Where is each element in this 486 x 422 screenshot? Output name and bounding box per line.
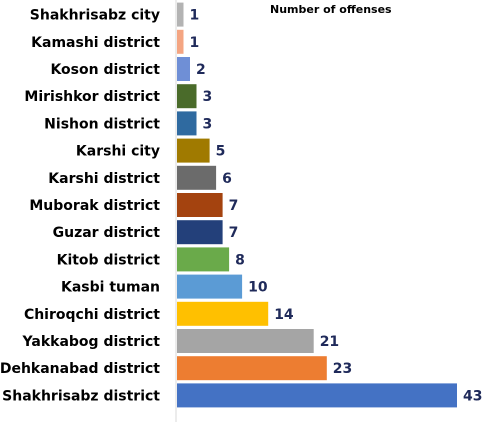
value-label-15: 43	[463, 388, 482, 404]
category-label-5: Nishon district	[44, 116, 160, 132]
category-label-6: Karshi city	[76, 144, 160, 160]
value-label-6: 5	[216, 144, 226, 160]
category-label-14: Dehkanabad district	[0, 361, 160, 377]
category-label-4: Mirishkor district	[24, 89, 160, 105]
value-label-1: 1	[190, 8, 200, 24]
bars-group	[177, 2, 457, 408]
category-label-7: Karshi district	[48, 171, 160, 187]
bar-9	[177, 220, 223, 245]
bar-11	[177, 274, 243, 299]
category-label-13: Yakkabog district	[22, 334, 161, 350]
value-label-9: 7	[229, 225, 239, 241]
category-label-2: Kamashi district	[31, 35, 160, 51]
bar-13	[177, 329, 314, 353]
bar-8	[177, 193, 223, 217]
category-label-9: Guzar district	[53, 225, 161, 241]
value-label-8: 7	[229, 198, 239, 214]
bar-4	[177, 84, 197, 109]
value-label-10: 8	[235, 252, 245, 268]
bar-1	[177, 2, 184, 27]
bar-5	[177, 111, 197, 136]
value-label-11: 10	[248, 280, 268, 296]
category-label-15: Shakhrisabz district	[2, 388, 160, 404]
bar-6	[177, 138, 210, 163]
bar-2	[177, 29, 184, 54]
value-label-4: 3	[203, 89, 213, 105]
value-label-13: 21	[320, 334, 339, 350]
category-label-12: Chiroqchi district	[24, 307, 160, 323]
value-label-14: 23	[333, 361, 352, 377]
value-label-7: 6	[222, 171, 232, 187]
bar-15	[177, 383, 457, 408]
value-label-12: 14	[274, 307, 294, 323]
value-label-2: 1	[190, 35, 200, 51]
value-label-3: 2	[196, 62, 206, 78]
category-label-11: Kasbi tuman	[61, 280, 160, 296]
bar-3	[177, 57, 190, 81]
category-label-3: Koson district	[50, 62, 160, 78]
bar-7	[177, 165, 217, 190]
value-label-5: 3	[203, 116, 213, 132]
category-label-10: Kitob district	[57, 252, 161, 268]
bar-10	[177, 247, 230, 272]
category-label-1: Shakhrisabz city	[30, 8, 160, 24]
category-labels-group: Shakhrisabz city Kamashi district Koson di…	[0, 8, 160, 405]
bar-12	[177, 301, 269, 326]
chart-title: Number of offenses	[270, 3, 392, 16]
category-label-8: Muborak district	[29, 198, 160, 214]
bar-14	[177, 356, 327, 381]
